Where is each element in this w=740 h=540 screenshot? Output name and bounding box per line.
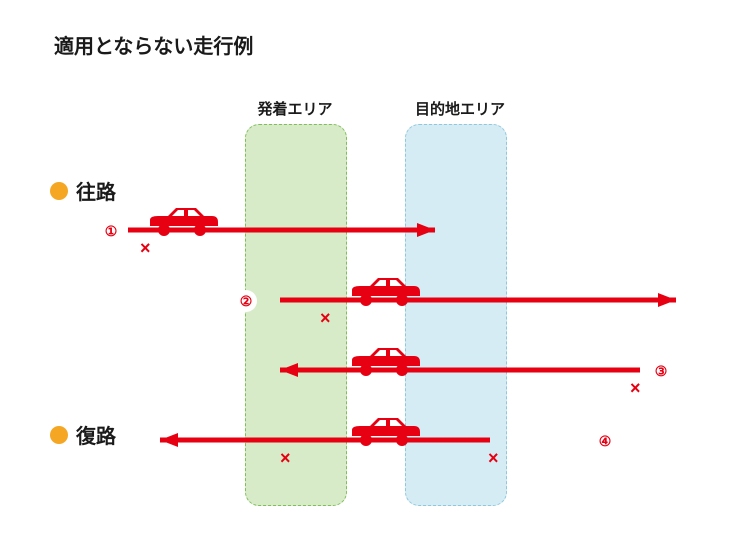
diagram-svg xyxy=(0,0,740,540)
route-arrow-2 xyxy=(280,293,676,307)
invalid-mark: × xyxy=(488,448,499,469)
invalid-mark: × xyxy=(320,308,331,329)
invalid-mark: × xyxy=(280,448,291,469)
invalid-mark: × xyxy=(630,378,641,399)
route-arrow-3 xyxy=(280,363,640,377)
route-arrow-4 xyxy=(160,433,490,447)
route-number-3: ③ xyxy=(650,360,672,382)
route-number-1: ① xyxy=(100,220,122,242)
invalid-mark: × xyxy=(140,238,151,259)
route-number-4: ④ xyxy=(594,430,616,452)
route-number-2: ② xyxy=(235,290,257,312)
